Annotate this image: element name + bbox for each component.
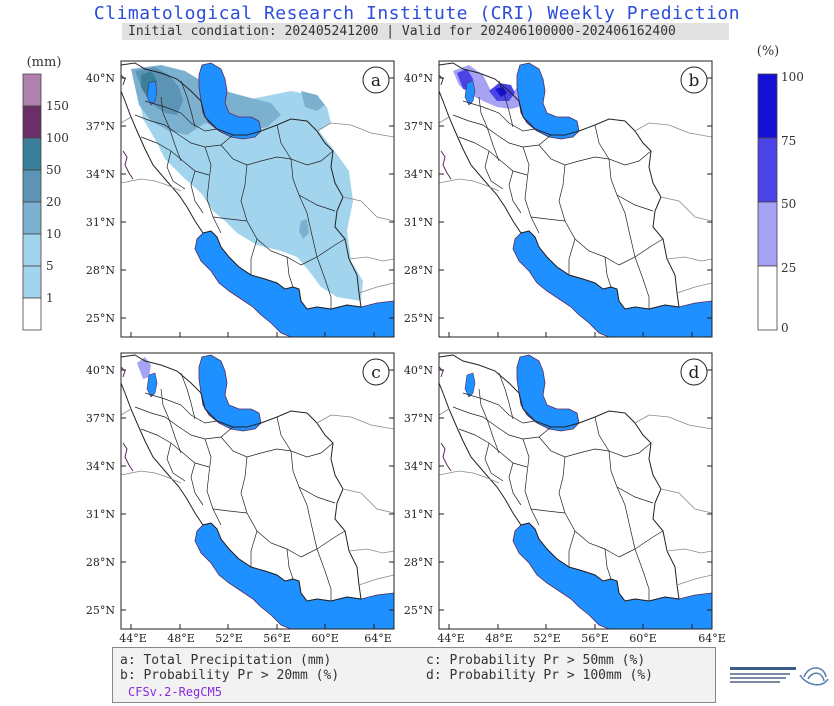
- precip-level-label: 150: [46, 99, 69, 113]
- lat-label: 40°N: [86, 72, 115, 85]
- lat-label: 25°N: [86, 312, 115, 325]
- lat-label: 40°N: [86, 364, 115, 377]
- probability-level-label: 25: [781, 261, 796, 275]
- map-title: Climatological Research Institute (CRI) …: [93, 3, 741, 24]
- lat-label: 25°N: [404, 604, 433, 617]
- lat-label: 25°N: [404, 312, 433, 325]
- lon-label: 44°E: [437, 632, 465, 645]
- probability-colorbar: (%) 100 75 50 25 0: [757, 44, 804, 335]
- panel-b: [438, 60, 713, 338]
- lon-label: 44°E: [119, 632, 147, 645]
- lat-label: 28°N: [86, 264, 115, 277]
- panel-c: [120, 352, 395, 630]
- footer-item-b: b: Probability Pr > 20mm (%): [120, 668, 340, 683]
- lon-label: 48°E: [167, 632, 195, 645]
- lat-label: 25°N: [86, 604, 115, 617]
- lat-labels-right-top: 40°N 37°N 34°N 31°N 28°N 25°N: [404, 72, 433, 325]
- probability-unit-label: (%): [757, 44, 780, 59]
- probability-level-label: 50: [781, 197, 796, 211]
- lat-label: 31°N: [86, 508, 115, 521]
- model-label: CFSv.2-RegCM5: [128, 685, 222, 699]
- probability-level-label: 0: [781, 321, 789, 335]
- panel-a: [120, 60, 395, 338]
- footer-item-a: a: Total Precipitation (mm): [120, 653, 332, 668]
- lat-labels-left-bottom: 40°N 37°N 34°N 31°N 28°N 25°N: [86, 364, 115, 617]
- lat-label: 40°N: [404, 72, 433, 85]
- lat-label: 37°N: [404, 412, 433, 425]
- probability-level-label: 75: [781, 134, 796, 148]
- precip-colorbar: (mm) 150 100 50 20 10 5 1: [22, 55, 69, 331]
- probability-swatch: [757, 201, 778, 267]
- lat-label: 34°N: [86, 168, 115, 181]
- precip-shading-a: [131, 65, 363, 301]
- lat-label: 34°N: [404, 460, 433, 473]
- lon-label: 64°E: [698, 632, 726, 645]
- probability-shading-c: [137, 357, 151, 379]
- lat-label: 37°N: [404, 120, 433, 133]
- precip-swatch: [22, 201, 42, 235]
- precip-level-label: 1: [46, 291, 54, 305]
- precip-level-label: 5: [46, 259, 54, 273]
- probability-swatch: [757, 137, 778, 203]
- lat-label: 31°N: [404, 216, 433, 229]
- panel-d: [438, 352, 713, 630]
- probability-swatch: [757, 73, 778, 139]
- precip-level-label: 20: [46, 195, 61, 209]
- lat-label: 40°N: [404, 364, 433, 377]
- precip-swatch: [22, 105, 42, 139]
- svg-text:d: d: [689, 363, 700, 383]
- precip-swatch: [22, 233, 42, 267]
- precip-level-label: 10: [46, 227, 61, 241]
- precip-level-label: 50: [46, 163, 61, 177]
- precip-level-label: 100: [46, 131, 69, 145]
- lon-labels-left: 44°E 48°E 52°E 56°E 60°E 64°E: [119, 632, 392, 645]
- precip-swatch: [22, 169, 42, 203]
- lon-label: 56°E: [581, 632, 609, 645]
- precip-swatch: [22, 137, 42, 171]
- map-subtitle: Initial condiation: 202405241200 | Valid…: [128, 24, 676, 39]
- lat-labels-right-bottom: 40°N 37°N 34°N 31°N 28°N 25°N: [404, 364, 433, 617]
- lat-label: 37°N: [86, 412, 115, 425]
- lat-label: 28°N: [404, 264, 433, 277]
- probability-level-label: 100: [781, 70, 804, 84]
- lon-label: 60°E: [629, 632, 657, 645]
- lat-label: 37°N: [86, 120, 115, 133]
- subtitle-background: [122, 23, 729, 40]
- lat-label: 31°N: [404, 508, 433, 521]
- lon-label: 52°E: [215, 632, 243, 645]
- panel-letter-d: d: [680, 358, 708, 386]
- footer-item-c: c: Probability Pr > 50mm (%): [426, 653, 646, 668]
- lat-label: 28°N: [86, 556, 115, 569]
- precip-unit-label: (mm): [27, 55, 62, 70]
- lon-label: 60°E: [311, 632, 339, 645]
- lat-label: 31°N: [86, 216, 115, 229]
- lon-label: 56°E: [263, 632, 291, 645]
- lat-label: 34°N: [86, 460, 115, 473]
- institute-logo-icon: [730, 667, 829, 686]
- probability-swatch: [757, 265, 778, 331]
- svg-text:a: a: [371, 71, 381, 91]
- precip-swatch: [22, 297, 42, 331]
- lon-label: 64°E: [364, 632, 392, 645]
- lon-labels-right: 44°E 48°E 52°E 56°E 60°E 64°E: [437, 632, 726, 645]
- lon-ticks: [130, 332, 693, 629]
- precip-swatch: [22, 73, 42, 107]
- legend-footer: [112, 647, 716, 703]
- lon-label: 52°E: [533, 632, 561, 645]
- lat-label: 28°N: [404, 556, 433, 569]
- panel-letter-a: a: [362, 66, 390, 94]
- lat-label: 34°N: [404, 168, 433, 181]
- lon-label: 48°E: [485, 632, 513, 645]
- footer-item-d: d: Probability Pr > 100mm (%): [426, 668, 653, 683]
- svg-text:b: b: [689, 71, 700, 91]
- svg-text:c: c: [371, 363, 381, 383]
- lat-labels-left-top: 40°N 37°N 34°N 31°N 28°N 25°N: [86, 72, 115, 325]
- panel-letter-b: b: [680, 66, 708, 94]
- panel-letter-c: c: [362, 358, 390, 386]
- precip-swatch: [22, 265, 42, 299]
- lat-ticks: [121, 77, 712, 611]
